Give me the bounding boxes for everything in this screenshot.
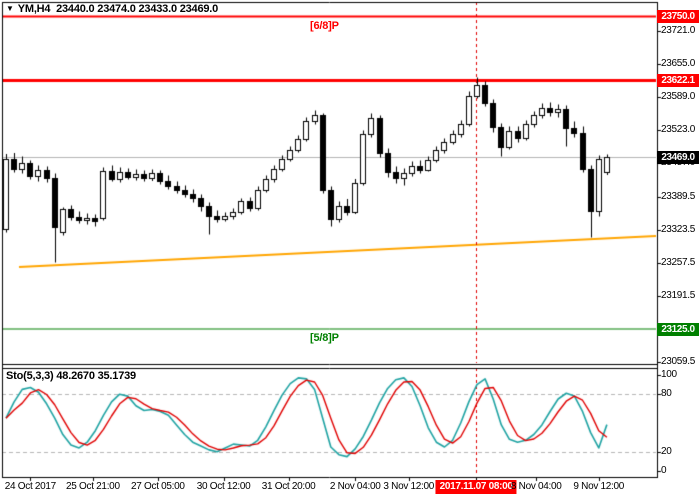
time-tick-label: 30 Oct 12:00 — [196, 481, 251, 492]
chart-ohlc-title: ▼ YM,H4 23440.0 23474.0 23433.0 23469.0 — [6, 3, 218, 15]
price-tick-label: 23059.5 — [661, 355, 696, 367]
price-level-badge: 23125.0 — [657, 322, 699, 336]
price-level-badge: 23750.0 — [657, 10, 699, 23]
indicator-tick-label: 100 — [661, 369, 677, 380]
symbol-dropdown-icon[interactable]: ▼ — [6, 4, 14, 13]
time-tick-label: 27 Oct 05:00 — [131, 481, 185, 492]
price-tick-label: 23191.5 — [661, 289, 696, 301]
price-tick-label: 23589.0 — [661, 91, 696, 102]
time-tick-label: 24 Oct 2017 — [4, 481, 56, 492]
indicator-values: 48.2670 35.1739 — [56, 370, 136, 382]
murrey-level-label-5-8: [5/8]P — [310, 332, 339, 344]
time-tick-label: 31 Oct 20:00 — [261, 481, 316, 492]
price-tick-label: 23655.0 — [661, 58, 696, 69]
time-tick-label: 25 Oct 21:00 — [66, 481, 120, 492]
pane-divider[interactable] — [2, 363, 657, 369]
indicator-tick-label: 80 — [661, 388, 672, 400]
time-tick-label: 8 Nov 04:00 — [510, 481, 562, 492]
vline-time-badge: 2017.11.07 08:00 — [435, 480, 517, 494]
murrey-level-label-6-8: [6/8]P — [310, 20, 339, 32]
indicator-name: Sto(5,3,3) — [6, 370, 54, 382]
time-tick-label: 3 Nov 12:00 — [383, 481, 435, 492]
indicator-tick-label: 0 — [661, 465, 667, 476]
price-tick-label: 23721.0 — [661, 25, 696, 36]
time-tick-label: 2 Nov 04:00 — [329, 481, 381, 492]
price-tick-label: 23523.0 — [661, 124, 696, 135]
ohlc-values: 23440.0 23474.0 23433.0 23469.0 — [56, 3, 219, 15]
price-tick-label: 23257.5 — [661, 256, 696, 268]
price-tick-label: 23323.5 — [661, 223, 696, 235]
indicator-label: Sto(5,3,3) 48.2670 35.1739 — [6, 370, 136, 382]
time-tick-label: 9 Nov 12:00 — [573, 481, 625, 492]
indicator-tick-label: 20 — [661, 445, 672, 457]
price-level-badge: 23622.1 — [657, 73, 699, 87]
current-price-badge: 23469.0 — [657, 150, 699, 164]
symbol-timeframe-label: YM,H4 — [17, 3, 51, 15]
price-tick-label: 23389.5 — [661, 190, 696, 202]
